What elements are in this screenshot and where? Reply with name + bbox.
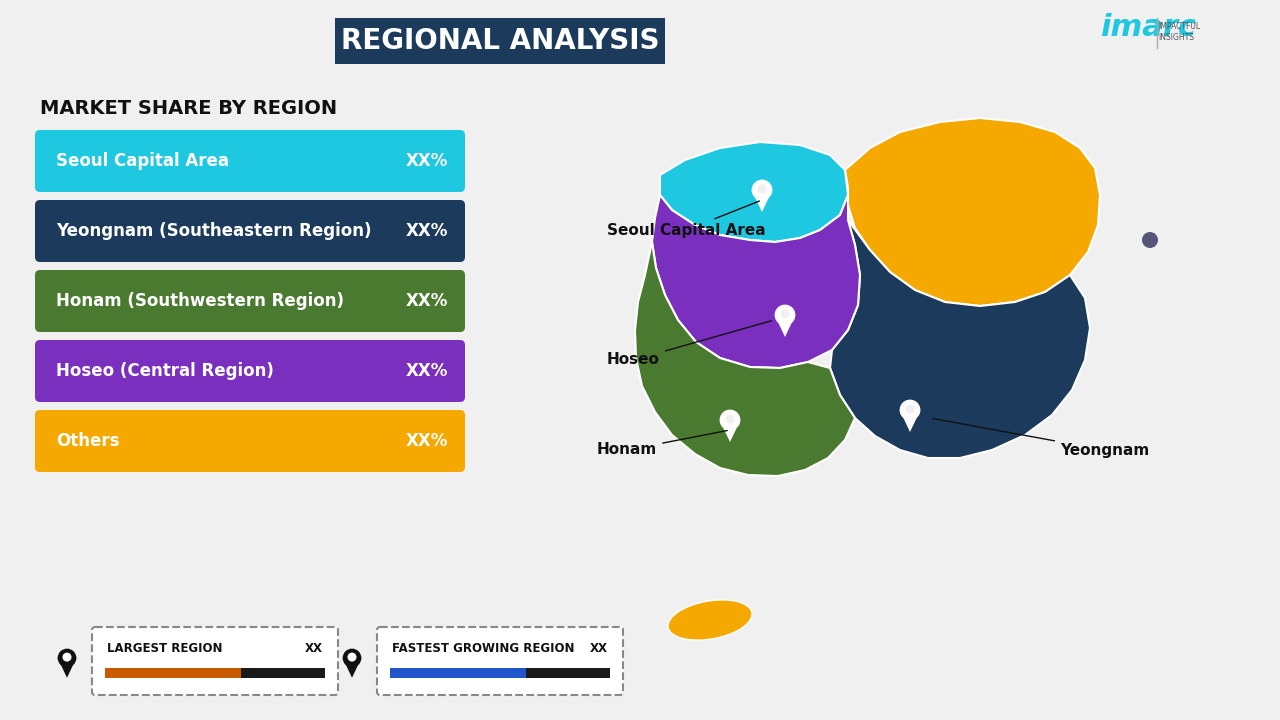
FancyBboxPatch shape [92, 627, 338, 695]
Ellipse shape [668, 600, 751, 640]
FancyBboxPatch shape [35, 200, 465, 262]
Text: Honam (Southwestern Region): Honam (Southwestern Region) [56, 292, 344, 310]
Text: LARGEST REGION: LARGEST REGION [108, 642, 223, 654]
Circle shape [1142, 232, 1158, 248]
Polygon shape [900, 410, 920, 432]
Text: IMPACTFUL
INSIGHTS: IMPACTFUL INSIGHTS [1158, 22, 1201, 42]
Polygon shape [845, 118, 1100, 306]
Polygon shape [660, 142, 849, 242]
FancyBboxPatch shape [105, 668, 242, 678]
Text: XX: XX [305, 642, 323, 654]
Circle shape [751, 179, 772, 200]
Text: Hoseo (Central Region): Hoseo (Central Region) [56, 362, 274, 380]
FancyBboxPatch shape [390, 668, 611, 678]
Polygon shape [719, 420, 740, 442]
FancyBboxPatch shape [378, 627, 623, 695]
Text: Yeongnam: Yeongnam [933, 418, 1149, 457]
Text: XX%: XX% [406, 152, 448, 170]
Text: Seoul Capital Area: Seoul Capital Area [56, 152, 229, 170]
Polygon shape [829, 220, 1091, 458]
Text: XX%: XX% [406, 432, 448, 450]
Polygon shape [635, 242, 855, 476]
FancyBboxPatch shape [35, 270, 465, 332]
Text: XX%: XX% [406, 222, 448, 240]
Polygon shape [774, 315, 795, 337]
Circle shape [774, 305, 795, 325]
FancyBboxPatch shape [35, 340, 465, 402]
FancyBboxPatch shape [105, 668, 325, 678]
Polygon shape [751, 190, 772, 212]
Circle shape [758, 184, 767, 194]
Circle shape [58, 649, 77, 667]
Text: REGIONAL ANALYSIS: REGIONAL ANALYSIS [340, 27, 659, 55]
Text: Seoul Capital Area: Seoul Capital Area [607, 201, 765, 238]
Circle shape [906, 405, 914, 413]
Circle shape [63, 652, 72, 662]
Text: XX%: XX% [406, 292, 448, 310]
Text: imarc: imarc [1100, 14, 1196, 42]
Circle shape [343, 649, 361, 667]
Circle shape [347, 652, 357, 662]
FancyBboxPatch shape [35, 130, 465, 192]
Text: XX%: XX% [406, 362, 448, 380]
FancyBboxPatch shape [390, 668, 526, 678]
Circle shape [719, 410, 740, 431]
Text: MARKET SHARE BY REGION: MARKET SHARE BY REGION [40, 99, 337, 117]
Text: Hoseo: Hoseo [607, 320, 772, 367]
Polygon shape [652, 195, 860, 368]
Polygon shape [343, 658, 361, 678]
Circle shape [900, 400, 920, 420]
Text: FASTEST GROWING REGION: FASTEST GROWING REGION [392, 642, 575, 654]
Text: Honam: Honam [596, 431, 727, 457]
Circle shape [726, 415, 735, 423]
Text: Others: Others [56, 432, 119, 450]
Circle shape [781, 310, 790, 318]
FancyBboxPatch shape [35, 410, 465, 472]
Text: XX: XX [590, 642, 608, 654]
Polygon shape [58, 658, 77, 678]
Text: Yeongnam (Southeastern Region): Yeongnam (Southeastern Region) [56, 222, 371, 240]
FancyBboxPatch shape [335, 18, 666, 64]
